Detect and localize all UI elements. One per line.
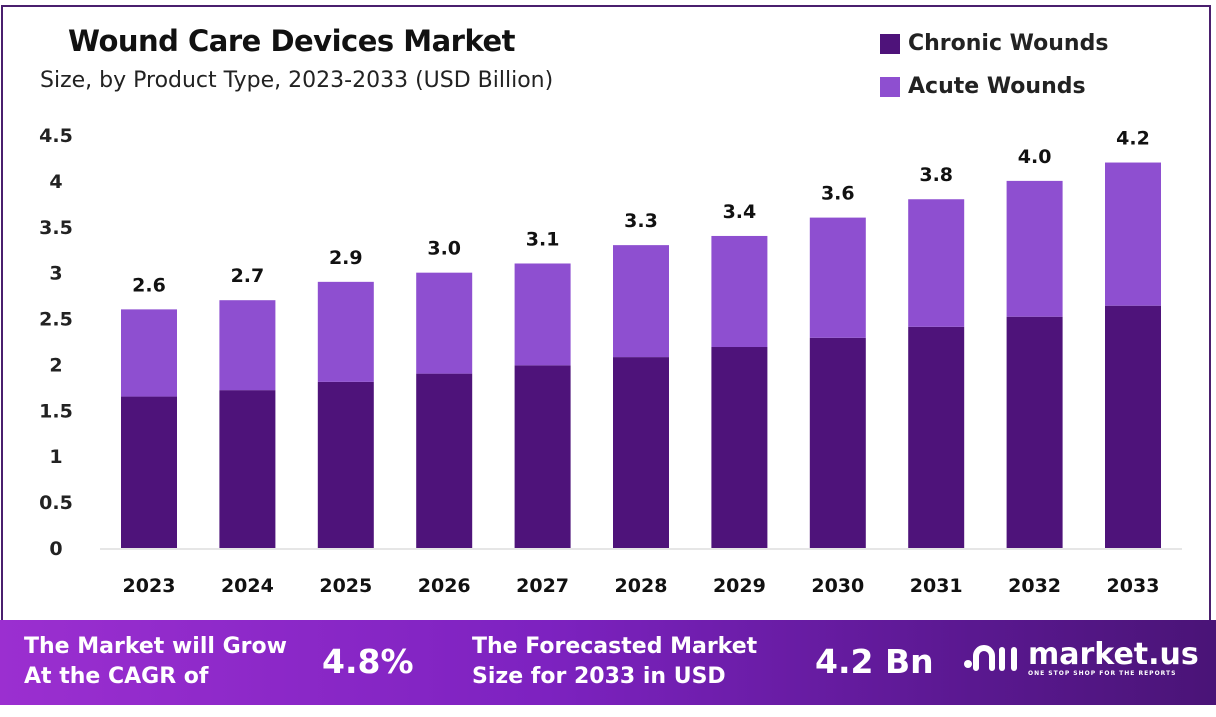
- logo-name: market.us: [1028, 636, 1199, 672]
- total-label: 3.6: [821, 183, 855, 205]
- total-label: 2.9: [329, 247, 363, 269]
- cagr-label: The Market will Grow At the CAGR of: [24, 632, 287, 692]
- total-label: 2.6: [132, 274, 166, 296]
- logo-mark-icon: [964, 645, 1017, 671]
- x-tick-label: 2023: [123, 575, 176, 597]
- bar-acute-2033: [1105, 162, 1161, 306]
- y-tick-label: 4.5: [39, 125, 73, 147]
- bar-chronic-2026: [416, 373, 473, 548]
- bar-chronic-2024: [219, 390, 276, 548]
- bar-chronic-2023: [121, 396, 177, 548]
- forecast-value: 4.2 Bn: [815, 642, 934, 681]
- y-tick-label: 4: [49, 171, 62, 193]
- x-tick-label: 2027: [516, 575, 569, 597]
- bar-acute-2029: [711, 235, 768, 348]
- forecast-label-line2: Size for 2033 in USD: [472, 664, 726, 689]
- y-tick-label: 2.5: [39, 309, 73, 331]
- summary-banner: The Market will Grow At the CAGR of 4.8%…: [0, 620, 1216, 705]
- y-tick-label: 1.5: [39, 400, 73, 422]
- legend-label: Acute Wounds: [908, 74, 1086, 99]
- bar-chronic-2025: [317, 381, 374, 548]
- bar-acute-2023: [121, 309, 177, 397]
- cagr-value: 4.8%: [322, 642, 414, 681]
- legend-item-chronic: Chronic Wounds: [880, 22, 1108, 65]
- total-label: 4.0: [1018, 146, 1052, 168]
- y-tick-label: 3: [49, 263, 62, 285]
- y-tick-label: 2: [49, 354, 62, 376]
- x-tick-label: 2032: [1008, 575, 1061, 597]
- y-tick-label: 0.5: [39, 492, 73, 514]
- x-tick-label: 2033: [1107, 575, 1160, 597]
- y-tick-label: 1: [49, 446, 62, 468]
- y-tick-label: 3.5: [39, 217, 73, 239]
- legend-swatch: [880, 76, 900, 97]
- cagr-label-line1: The Market will Grow: [24, 634, 287, 659]
- total-label: 3.0: [427, 238, 461, 260]
- chart-title: Wound Care Devices Market: [68, 24, 516, 58]
- x-tick-label: 2025: [319, 575, 372, 597]
- forecast-label: The Forecasted Market Size for 2033 in U…: [472, 632, 757, 692]
- bar-acute-2031: [908, 199, 965, 327]
- total-label: 2.7: [231, 265, 265, 287]
- bar-acute-2024: [219, 300, 276, 391]
- legend-swatch: [880, 33, 900, 54]
- bar-chronic-2033: [1105, 305, 1161, 548]
- bar-chronic-2029: [711, 347, 768, 548]
- bar-acute-2025: [317, 281, 374, 382]
- cagr-label-line2: At the CAGR of: [24, 664, 209, 689]
- bar-acute-2030: [809, 217, 866, 338]
- total-label: 3.1: [526, 228, 560, 250]
- total-label: 3.8: [919, 164, 953, 186]
- bar-chronic-2032: [1006, 316, 1063, 548]
- chart-subtitle: Size, by Product Type, 2023-2033 (USD Bi…: [40, 68, 554, 93]
- x-tick-label: 2029: [713, 575, 766, 597]
- legend-label: Chronic Wounds: [908, 31, 1109, 56]
- market-us-logo: market.us ONE STOP SHOP FOR THE REPORTS: [962, 638, 1199, 678]
- bar-chronic-2028: [613, 357, 669, 548]
- x-tick-label: 2026: [418, 575, 471, 597]
- total-label: 3.3: [624, 210, 658, 232]
- forecast-label-line1: The Forecasted Market: [472, 634, 758, 659]
- total-label: 3.4: [723, 201, 757, 223]
- logo-tagline: ONE STOP SHOP FOR THE REPORTS: [1028, 669, 1177, 677]
- bar-acute-2026: [416, 272, 473, 374]
- legend: Chronic Wounds Acute Wounds: [880, 22, 1108, 108]
- bar-chronic-2027: [514, 365, 571, 548]
- legend-item-acute: Acute Wounds: [880, 65, 1108, 108]
- bar-chart: 0 0.5 1 1.5 2 2.5 3 3.5 4 4.5 2.6 2023 2.7 2024 2.9 202…: [39, 125, 1182, 597]
- bar-acute-2032: [1006, 180, 1063, 317]
- x-tick-label: 2024: [221, 575, 274, 597]
- bar-acute-2027: [514, 263, 571, 366]
- x-tick-label: 2030: [811, 575, 864, 597]
- x-tick-label: 2031: [910, 575, 963, 597]
- bar-chronic-2031: [908, 326, 965, 548]
- x-tick-label: 2028: [615, 575, 668, 597]
- bar-acute-2028: [613, 245, 669, 358]
- y-tick-label: 0: [49, 538, 62, 560]
- chart-frame: [1, 5, 1211, 705]
- total-label: 4.2: [1116, 128, 1150, 150]
- bar-chronic-2030: [809, 337, 866, 548]
